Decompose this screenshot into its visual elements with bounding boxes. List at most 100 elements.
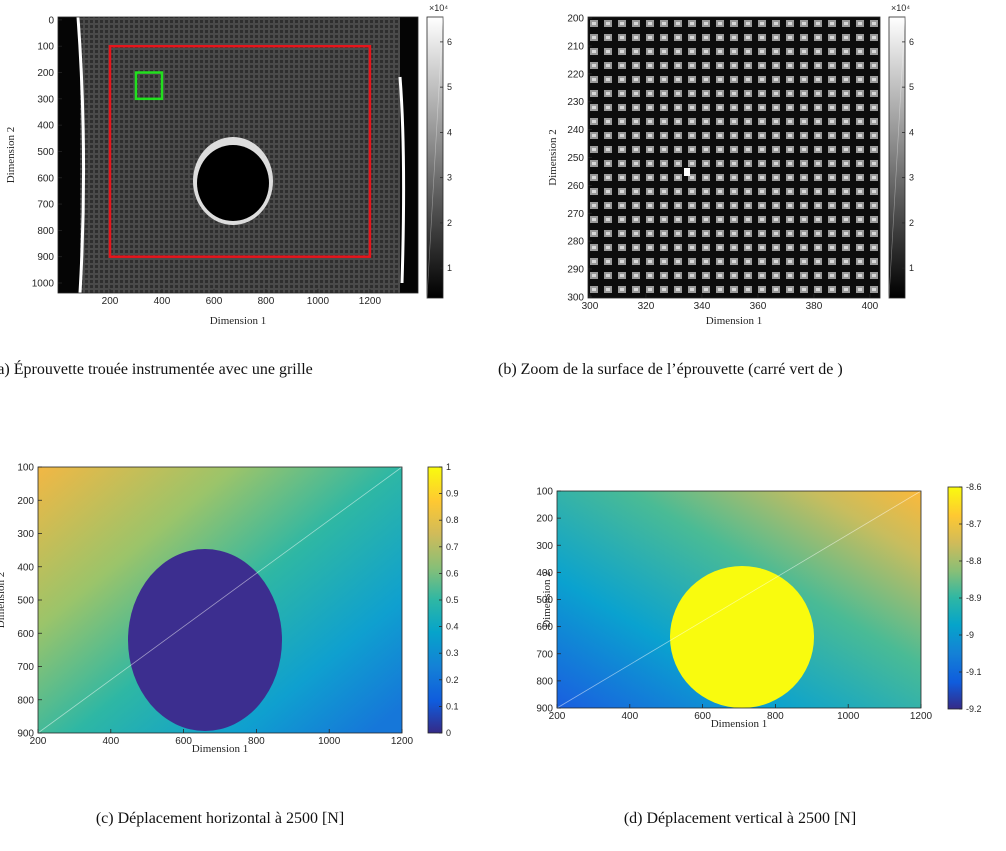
x-axis-label: Dimension 1 [210,315,267,327]
colorbar-tick-label: 0.6 [446,568,459,578]
y-tick-label: 600 [37,173,54,184]
x-tick-label: 800 [248,736,265,747]
x-tick-label: 800 [767,711,784,722]
colorbar-tick-label: -8.7 [966,519,982,529]
artifact-line [556,490,922,709]
y-tick-label: 500 [17,596,34,607]
x-tick-label: 600 [175,736,192,747]
x-tick-label: 800 [258,296,275,307]
colorbar-tick-label: 1 [446,462,451,472]
y-tick-label: 800 [17,695,34,706]
y-tick-label: 100 [536,487,553,498]
bright-pixel [684,168,690,176]
y-axis-label: Dimension 2 [0,572,7,629]
caption: (c) Déplacement horizontal à 2500 [N] [95,810,345,827]
colorbar [426,16,444,299]
colorbar-tick-label: 2 [447,218,452,228]
overlay-box [134,71,164,101]
y-tick-label: 290 [567,265,584,276]
y-tick-label: 900 [536,704,553,715]
y-tick-label: 280 [567,237,584,248]
overlay-box [108,44,372,258]
y-tick-label: 230 [567,97,584,108]
x-tick-label: 600 [694,711,711,722]
colorbar-scale: ×10⁴ [891,3,910,13]
hole [670,566,814,708]
y-tick-label: 300 [536,541,553,552]
colorbar-tick-label: 0.9 [446,489,459,499]
x-tick-label: 1000 [837,711,860,722]
colorbar-tick-label: 3 [447,173,452,183]
x-tick-label: 400 [621,711,638,722]
y-tick-label: 700 [17,662,34,673]
caption: (d) Déplacement vertical à 2500 [N] [623,810,857,827]
y-tick-label: 700 [37,200,54,211]
y-tick-label: 0 [48,15,54,26]
x-tick-label: 200 [549,711,566,722]
artifact-line [426,16,444,299]
y-tick-label: 300 [37,94,54,105]
colorbar-tick-label: 3 [909,173,914,183]
hole [128,549,282,731]
bright-edge [398,76,406,284]
caption: (a) Éprouvette trouée instrumentée avec … [0,361,313,378]
y-tick-label: 260 [567,181,584,192]
colorbar-tick-label: -8.9 [966,593,982,603]
y-tick-label: 1000 [32,279,55,290]
colorbar-tick-label: -8.8 [966,556,982,566]
y-tick-label: 200 [37,68,54,79]
y-tick-label: 900 [37,252,54,263]
colorbar-tick-label: 0.8 [446,515,459,525]
y-tick-label: 200 [567,14,584,25]
colorbar-tick-label: 6 [447,37,452,47]
colorbar-tick-label: 0.1 [446,701,459,711]
colorbar [888,16,906,299]
colorbar-tick-label: 0.7 [446,542,459,552]
y-tick-label: 100 [37,42,54,53]
y-tick-label: 300 [567,292,584,303]
hole [197,145,269,221]
x-tick-label: 1200 [391,736,414,747]
colorbar-tick-label: 1 [447,263,452,273]
x-axis-label: Dimension 1 [192,743,249,755]
y-tick-label: 400 [37,121,54,132]
y-tick-label: 220 [567,69,584,80]
y-tick-label: 250 [567,153,584,164]
y-tick-label: 210 [567,41,584,52]
x-tick-label: 1000 [307,296,330,307]
y-axis-label: Dimension 2 [547,129,559,186]
y-tick-label: 700 [536,649,553,660]
x-tick-label: 600 [206,296,223,307]
dark-edge [58,17,80,293]
x-tick-label: 400 [154,296,171,307]
colorbar-tick-label: -9 [966,630,974,640]
artifact-line [37,466,403,734]
caption: (b) Zoom de la surface de l’éprouvette (… [498,361,843,378]
y-tick-label: 600 [536,622,553,633]
colorbar-tick-label: -9.2 [966,704,982,714]
colorbar-tick-label: 4 [909,127,914,137]
x-tick-label: 1200 [359,296,382,307]
axes-frame [57,16,419,294]
colorbar-tick-label: 0.4 [446,622,459,632]
y-tick-label: 900 [17,729,34,740]
x-axis-label: Dimension 1 [706,315,763,327]
colorbar-tick-label: 5 [909,82,914,92]
y-tick-label: 200 [17,496,34,507]
x-tick-label: 400 [102,736,119,747]
bright-edge [76,16,86,294]
x-tick-label: 340 [694,301,711,312]
x-tick-label: 1200 [910,711,933,722]
y-tick-label: 300 [17,529,34,540]
y-axis-label: Dimension 2 [5,127,17,184]
y-tick-label: 500 [37,147,54,158]
colorbar-tick-label: 6 [909,37,914,47]
y-tick-label: 240 [567,125,584,136]
colorbar-tick-label: -9.1 [966,667,982,677]
x-tick-label: 320 [638,301,655,312]
colorbar-tick-label: 0.3 [446,648,459,658]
colorbar-tick-label: 4 [447,127,452,137]
x-tick-label: 360 [750,301,767,312]
